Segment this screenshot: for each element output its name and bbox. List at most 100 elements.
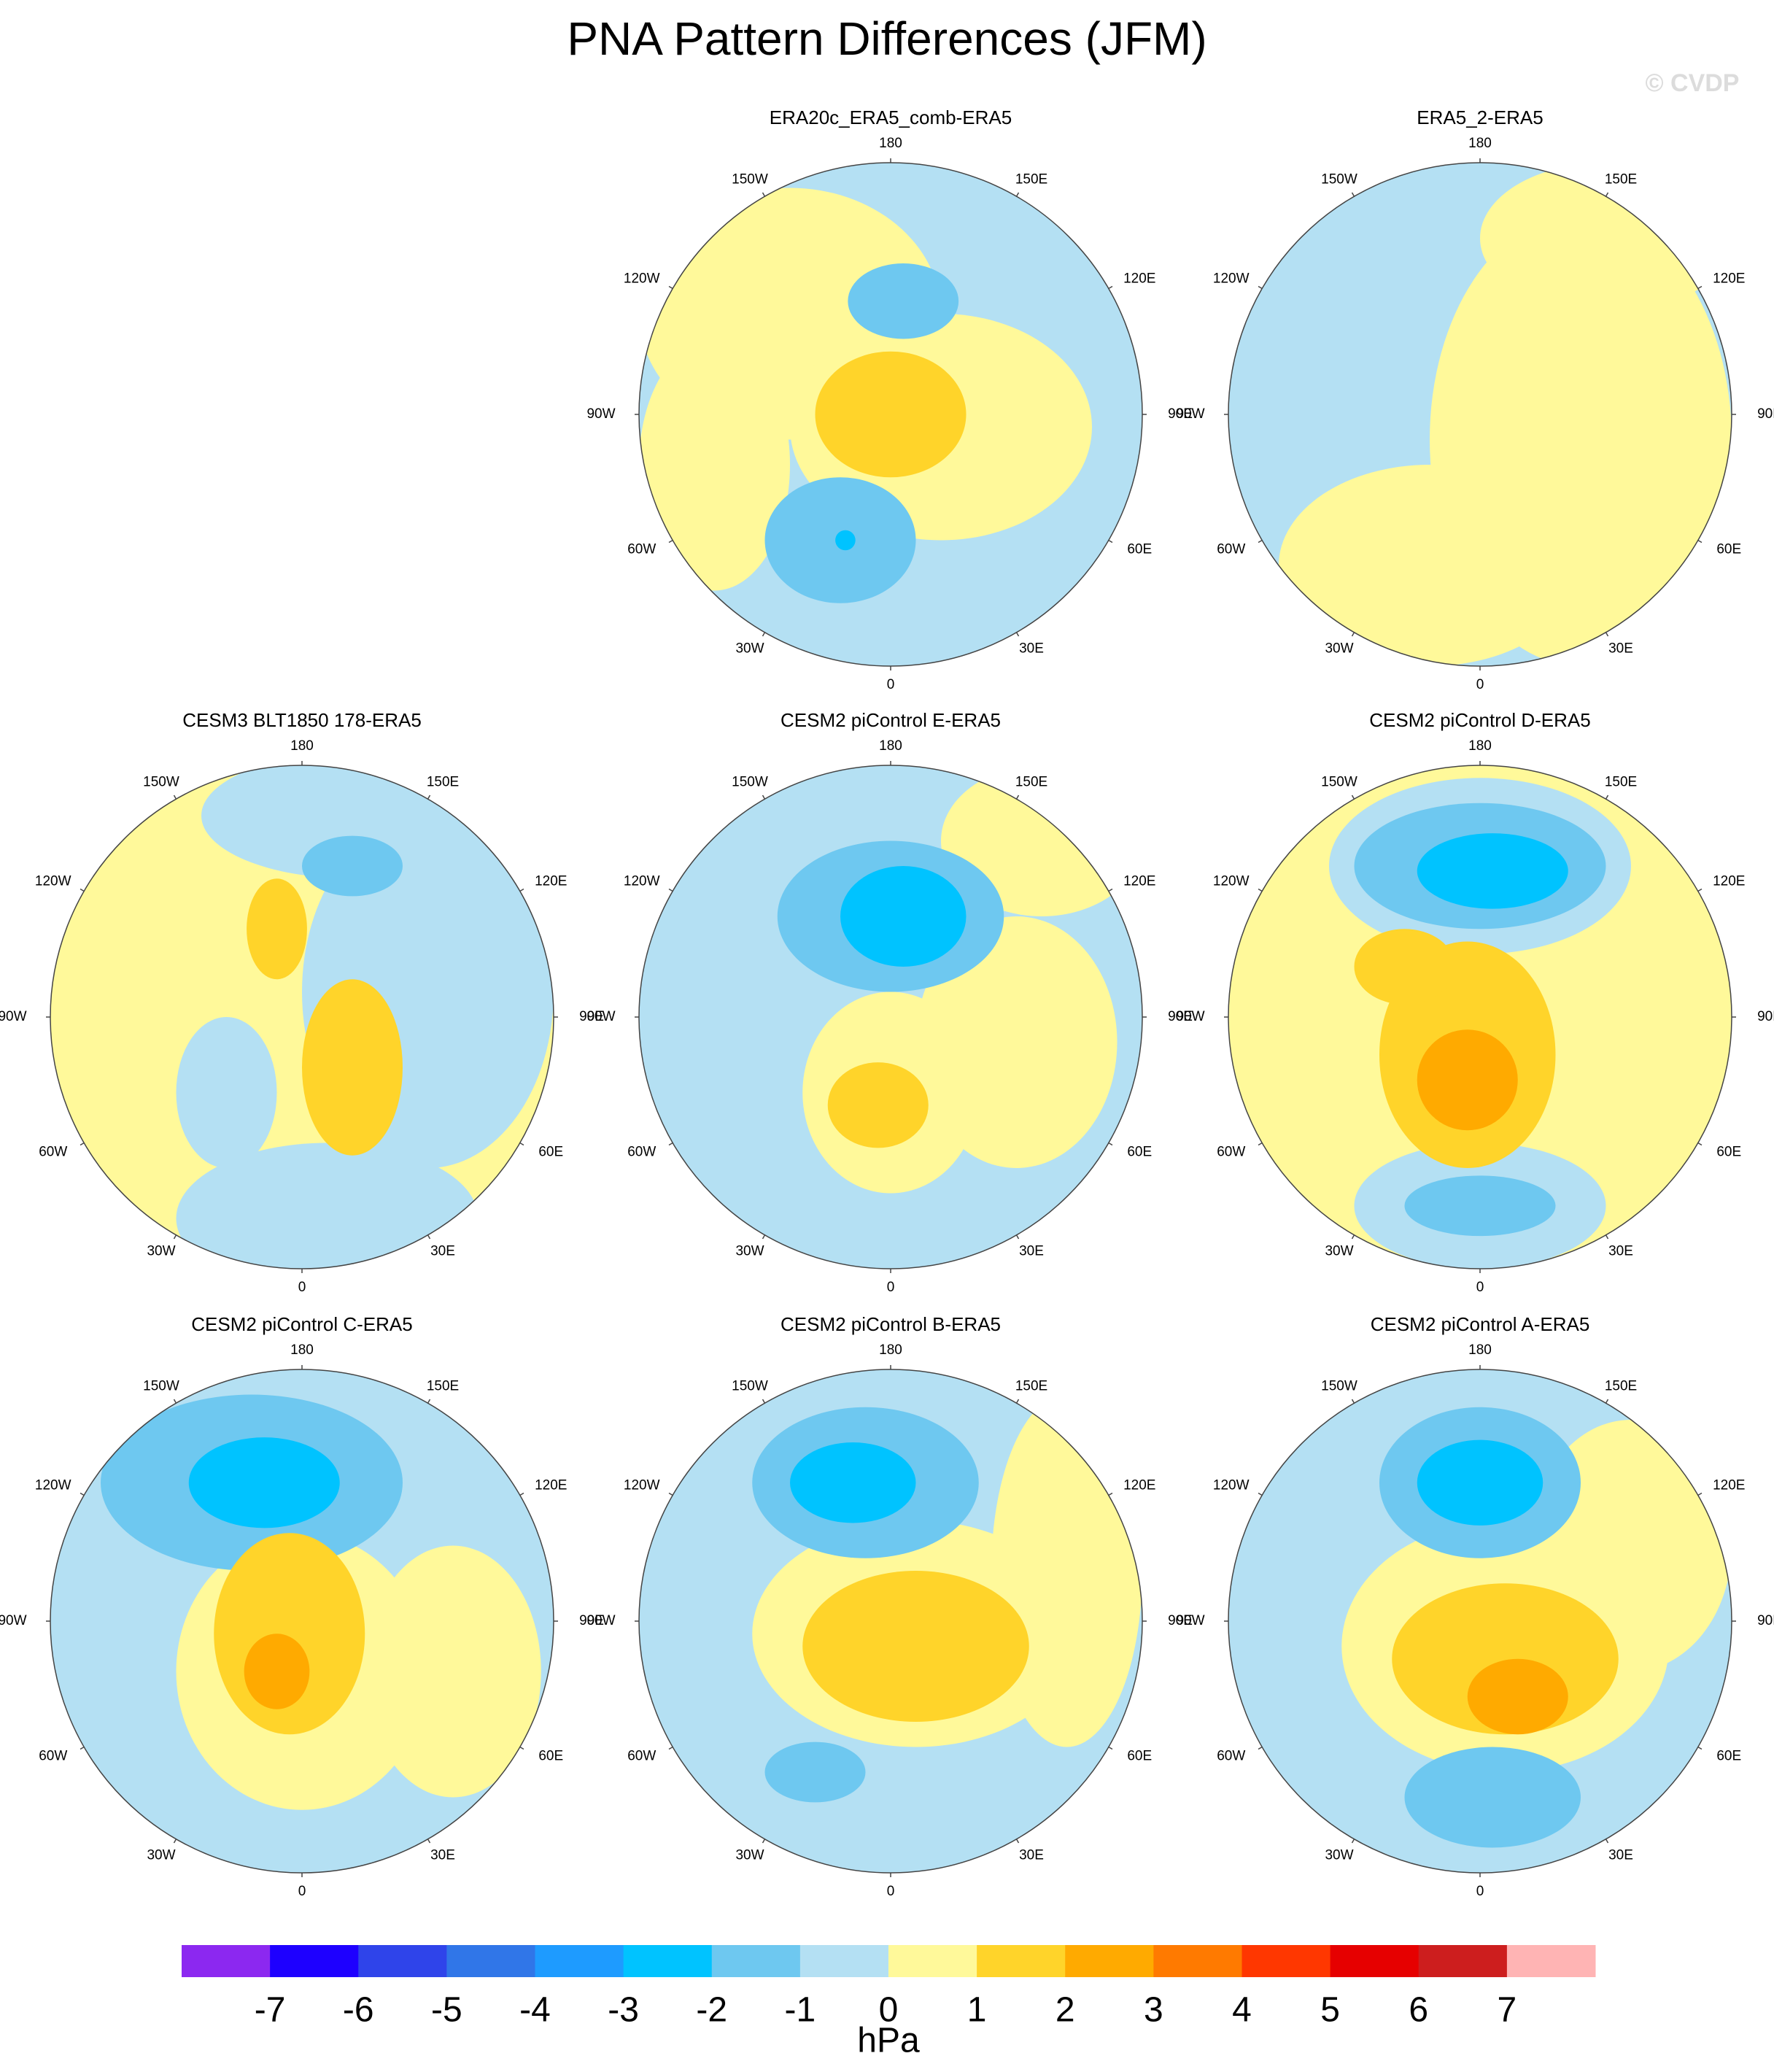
lon-label: 180 bbox=[290, 738, 314, 754]
lon-label: 60E bbox=[1127, 1145, 1152, 1160]
contour-region bbox=[302, 835, 403, 897]
lon-label: 120W bbox=[1213, 1478, 1250, 1493]
lon-tick bbox=[762, 632, 766, 637]
colorbar-label: -7 bbox=[255, 1991, 286, 2030]
contour-region bbox=[1279, 465, 1581, 666]
contour-region bbox=[790, 1442, 916, 1523]
lon-tick bbox=[427, 1399, 431, 1404]
colorbar-box bbox=[888, 1945, 977, 1977]
contour-region bbox=[365, 1545, 541, 1798]
colorbar-box bbox=[711, 1945, 801, 1977]
lon-tick bbox=[1258, 285, 1263, 290]
panel-title: CESM2 piControl C-ERA5 bbox=[191, 1313, 412, 1335]
lon-label: 60W bbox=[627, 1749, 656, 1764]
colorbar-box bbox=[1065, 1945, 1154, 1977]
lon-label: 150E bbox=[427, 775, 459, 790]
lon-label: 0 bbox=[298, 1884, 306, 1899]
lon-tick bbox=[1697, 1142, 1703, 1146]
lon-tick bbox=[80, 1492, 85, 1496]
panel-title: CESM2 piControl B-ERA5 bbox=[781, 1313, 1001, 1335]
panel-title: ERA5_2-ERA5 bbox=[1417, 107, 1543, 128]
lon-tick bbox=[1108, 1746, 1113, 1750]
panel-title: CESM2 piControl E-ERA5 bbox=[781, 709, 1001, 731]
colorbar-label: 1 bbox=[967, 1991, 987, 2030]
colorbar-box bbox=[535, 1945, 624, 1977]
lon-label: 30W bbox=[735, 1847, 764, 1863]
lon-tick bbox=[1258, 1492, 1263, 1496]
map-field bbox=[1228, 163, 1732, 666]
lon-label: 30W bbox=[735, 641, 764, 656]
lon-label: 120E bbox=[1713, 1478, 1745, 1493]
map-field bbox=[1228, 1369, 1732, 1873]
lon-label: 120E bbox=[1713, 271, 1745, 287]
colorbar-label: -4 bbox=[519, 1991, 551, 2030]
colorbar-label: 7 bbox=[1498, 1991, 1517, 2030]
lon-tick bbox=[668, 1746, 673, 1750]
contour-region bbox=[1404, 1747, 1581, 1848]
colorbar-box bbox=[1330, 1945, 1419, 1977]
lon-label: 30E bbox=[1608, 1847, 1633, 1863]
contour-region bbox=[827, 1062, 929, 1148]
lon-label: 90E bbox=[579, 1613, 604, 1628]
lon-label: 30E bbox=[1608, 641, 1633, 656]
lon-tick bbox=[1351, 192, 1355, 197]
lon-tick bbox=[1015, 1839, 1020, 1844]
contour-region bbox=[1354, 929, 1455, 1005]
lon-label: 180 bbox=[1468, 738, 1492, 754]
lon-tick bbox=[1015, 192, 1020, 197]
panel-title: ERA20c_ERA5_comb-ERA5 bbox=[770, 107, 1012, 128]
lon-label: 60W bbox=[1217, 1145, 1245, 1160]
lon-tick bbox=[1697, 1492, 1703, 1496]
lon-tick bbox=[1605, 1839, 1609, 1844]
lon-label: 60E bbox=[1716, 1145, 1741, 1160]
colorbar-label: -3 bbox=[608, 1991, 639, 2030]
lon-tick bbox=[1351, 1399, 1355, 1404]
map-field bbox=[1228, 765, 1732, 1269]
colorbar-box bbox=[1153, 1945, 1242, 1977]
contour-region bbox=[244, 1634, 310, 1709]
lon-tick bbox=[1351, 1839, 1355, 1844]
lon-label: 30E bbox=[1608, 1243, 1633, 1259]
colorbar-label: 0 bbox=[879, 1991, 899, 2030]
lon-label: 150E bbox=[1015, 172, 1047, 188]
lon-label: 90W bbox=[586, 1009, 615, 1024]
lon-label: 60E bbox=[1127, 542, 1152, 557]
lon-label: 180 bbox=[879, 136, 902, 151]
contour-region bbox=[176, 1017, 277, 1168]
lon-label: 60E bbox=[1716, 542, 1741, 557]
lon-label: 0 bbox=[887, 1280, 895, 1295]
lon-label: 150W bbox=[1321, 172, 1357, 188]
lon-tick bbox=[1108, 1142, 1113, 1146]
colorbar-box bbox=[446, 1945, 535, 1977]
lon-label: 90E bbox=[1168, 1009, 1193, 1024]
lon-tick bbox=[762, 1839, 766, 1844]
colorbar-box bbox=[1506, 1945, 1596, 1977]
lon-label: 0 bbox=[1476, 677, 1484, 692]
lon-label: 90E bbox=[1757, 1009, 1774, 1024]
lon-label: 60W bbox=[39, 1749, 67, 1764]
lon-label: 30W bbox=[147, 1243, 175, 1259]
colorbar-box bbox=[1242, 1945, 1331, 1977]
contour-region bbox=[840, 866, 967, 967]
lon-label: 120W bbox=[624, 271, 660, 287]
contour-region bbox=[764, 1742, 866, 1803]
lon-label: 150W bbox=[732, 172, 768, 188]
contour-region bbox=[848, 263, 959, 339]
lon-tick bbox=[1015, 1399, 1020, 1404]
contour-region bbox=[1417, 1439, 1543, 1526]
lon-label: 60W bbox=[39, 1145, 67, 1160]
lon-label: 60E bbox=[1127, 1749, 1152, 1764]
lon-label: 150W bbox=[732, 1379, 768, 1394]
lon-tick bbox=[762, 1234, 766, 1240]
lon-tick bbox=[519, 1746, 524, 1750]
lon-label: 150W bbox=[732, 775, 768, 790]
lon-label: 120W bbox=[624, 874, 660, 889]
lon-tick bbox=[668, 285, 673, 290]
contour-region bbox=[302, 979, 403, 1156]
lon-label: 150E bbox=[1605, 775, 1637, 790]
lon-tick bbox=[80, 888, 85, 892]
map-field bbox=[50, 1369, 554, 1873]
contour-region bbox=[1417, 833, 1568, 909]
lon-tick bbox=[1605, 192, 1609, 197]
contour-region bbox=[802, 1571, 1029, 1722]
